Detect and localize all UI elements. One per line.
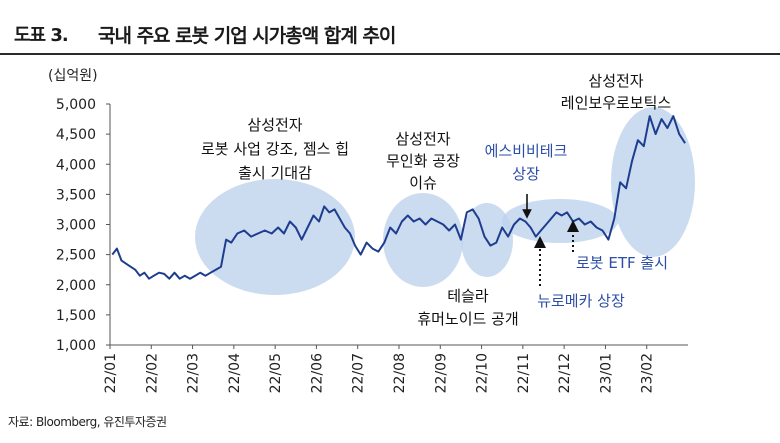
annotation-line: 삼성전자 bbox=[395, 130, 450, 148]
x-tick-label: 22/12 bbox=[557, 353, 573, 393]
y-tick-label: 4,500 bbox=[56, 127, 96, 143]
annotation-line: 뉴로메카 상장 bbox=[537, 292, 625, 310]
annotation-line: 출시 기대감 bbox=[238, 164, 312, 182]
x-tick-label: 22/03 bbox=[186, 353, 202, 393]
y-tick-label: 1,000 bbox=[56, 338, 96, 354]
x-tick-label: 22/08 bbox=[392, 353, 408, 393]
x-tick-label: 22/10 bbox=[475, 353, 491, 393]
annotation-line: 이슈 bbox=[409, 174, 437, 192]
x-tick-label: 22/02 bbox=[144, 353, 160, 393]
x-tick-label: 22/11 bbox=[516, 353, 532, 393]
y-tick-label: 2,000 bbox=[56, 278, 96, 294]
series-line bbox=[111, 115, 686, 280]
highlight-ellipse bbox=[502, 199, 618, 243]
y-tick-label: 1,500 bbox=[56, 308, 96, 324]
annotation-line: 휴머노이드 공개 bbox=[417, 310, 518, 328]
annotation-label: 로봇 ETF 출시 bbox=[576, 254, 668, 272]
annotation-line: 로봇 사업 강조, 젬스 힙 bbox=[201, 140, 349, 158]
y-tick-label: 3,500 bbox=[56, 187, 96, 203]
annotation-line: 삼성전자 bbox=[247, 116, 302, 134]
line-chart: (십억원) 1,000 1,500 2,000 2,500 3,000 3,500 4,000… bbox=[48, 68, 695, 393]
x-tick-label: 22/07 bbox=[351, 353, 367, 393]
annotation-line: 레인보우로보틱스 bbox=[561, 94, 672, 112]
x-tick-label: 23/02 bbox=[640, 353, 656, 393]
title-divider bbox=[0, 53, 780, 55]
annotation-line: 무인화 공장 bbox=[386, 152, 460, 170]
annotation-line: 로봇 ETF 출시 bbox=[576, 254, 668, 272]
x-tick-label: 22/01 bbox=[103, 353, 119, 393]
source-note: 자료: Bloomberg, 유진투자증권 bbox=[8, 415, 167, 429]
highlight-ellipse bbox=[383, 193, 463, 287]
y-tick-label: 5,000 bbox=[56, 97, 96, 113]
y-axis-unit: (십억원) bbox=[48, 68, 98, 84]
annotation-line: 테슬라 bbox=[447, 287, 489, 305]
x-tick-label: 22/06 bbox=[309, 353, 325, 393]
x-tick-label: 22/05 bbox=[268, 353, 284, 393]
highlight-ellipse bbox=[195, 179, 355, 295]
annotation-line: 삼성전자 bbox=[588, 72, 643, 90]
annotation-label: 뉴로메카 상장 bbox=[537, 292, 625, 310]
figure-label: 도표 3. bbox=[14, 25, 69, 46]
y-tick-label: 3,000 bbox=[56, 218, 96, 234]
highlight-ellipse bbox=[611, 107, 695, 257]
annotation-line: 상장 bbox=[512, 165, 540, 183]
y-tick-label: 2,500 bbox=[56, 248, 96, 264]
y-tick-label: 4,000 bbox=[56, 157, 96, 173]
x-tick-label: 22/04 bbox=[227, 353, 243, 393]
x-tick-label: 22/09 bbox=[433, 353, 449, 393]
annotation-line: 에스비비테크 bbox=[485, 142, 568, 160]
chart-title: 국내 주요 로봇 기업 시가총액 합계 추이 bbox=[98, 25, 396, 47]
x-tick-label: 23/01 bbox=[598, 353, 614, 393]
